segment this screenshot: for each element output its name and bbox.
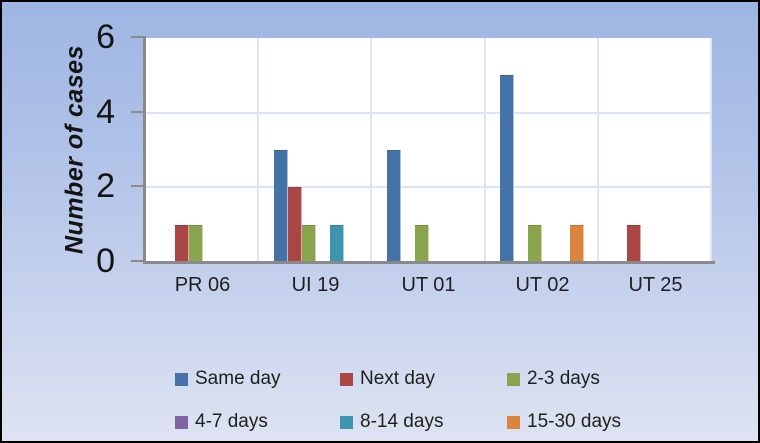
y-tick-label: 6 <box>96 18 115 56</box>
y-tick-mark <box>131 111 144 113</box>
bar-next-day-ui-19 <box>287 187 302 262</box>
gridline-vertical <box>257 38 259 262</box>
bar-next-day-pr-06 <box>174 224 189 262</box>
y-tick-mark <box>131 36 144 38</box>
y-tick-mark <box>131 185 144 187</box>
x-tick-label: UT 02 <box>515 274 570 296</box>
y-tick-mark <box>131 260 144 262</box>
bar-2-3-days-ut-01 <box>415 224 429 262</box>
legend-label: 4-7 days <box>195 411 268 432</box>
gridline-vertical <box>370 38 372 262</box>
gridline-vertical <box>597 38 599 262</box>
y-tick-label: 2 <box>96 167 115 205</box>
legend-label: 8-14 days <box>360 411 444 432</box>
legend-item: 4-7 days <box>175 411 268 433</box>
legend-label: 2-3 days <box>527 368 600 389</box>
legend-swatch-8-14-days <box>340 415 353 429</box>
legend-item: 15-30 days <box>507 411 621 433</box>
y-axis-line <box>143 36 146 263</box>
y-tick-label: 0 <box>96 242 115 280</box>
gridline-horizontal <box>146 186 712 189</box>
bar-same-day-ut-02 <box>500 75 515 262</box>
x-tick-label: PR 06 <box>174 274 231 296</box>
bar-2-3-days-pr-06 <box>188 224 203 262</box>
legend-swatch-15-30-days <box>507 415 520 429</box>
bar-8-14-days-ui-19 <box>329 224 344 262</box>
bar-same-day-ut-01 <box>387 150 401 262</box>
gridline-vertical <box>710 38 712 262</box>
legend-item: Next day <box>340 368 435 390</box>
gridline-horizontal <box>146 111 712 114</box>
bar-same-day-ui-19 <box>273 150 288 262</box>
legend-item: 2-3 days <box>507 368 600 390</box>
y-axis-title: Number of cases <box>60 45 89 255</box>
y-tick-label: 4 <box>96 93 115 131</box>
legend-label: Same day <box>195 368 281 389</box>
bar-2-3-days-ut-02 <box>528 224 543 262</box>
x-tick-label: UT 01 <box>401 274 456 296</box>
legend-swatch-4-7-days <box>175 415 188 429</box>
legend-item: Same day <box>175 368 281 390</box>
bar-next-day-ut-25 <box>627 224 642 262</box>
gridline-vertical <box>484 38 486 262</box>
plot-area <box>146 38 712 262</box>
legend-label: Next day <box>360 368 435 389</box>
legend-item: 8-14 days <box>340 411 443 433</box>
bar-15-30-days-ut-02 <box>570 224 585 262</box>
legend-swatch-2-3-days <box>507 372 520 386</box>
x-tick-label: UI 19 <box>291 274 340 296</box>
legend-swatch-next-day <box>340 372 353 386</box>
legend-swatch-same-day <box>175 372 188 386</box>
x-axis-line <box>143 261 715 264</box>
bar-2-3-days-ui-19 <box>301 224 316 262</box>
x-tick-label: UT 25 <box>628 274 683 296</box>
legend-label: 15-30 days <box>527 411 622 432</box>
